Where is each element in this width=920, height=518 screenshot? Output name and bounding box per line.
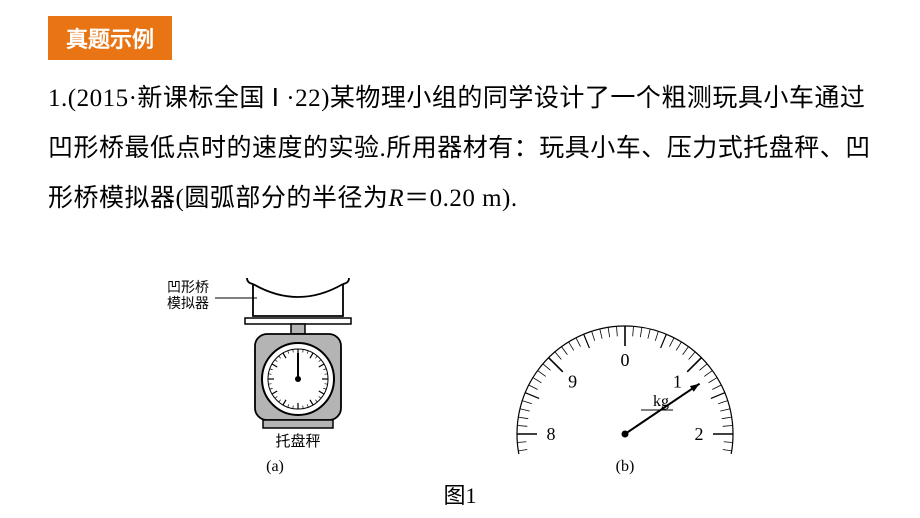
svg-text:8: 8 [547,424,556,444]
svg-text:凹形桥: 凹形桥 [167,280,209,296]
svg-text:模拟器: 模拟器 [167,296,209,312]
problem-statement: 1.(2015·新课标全国 Ⅰ ·22)某物理小组的同学设计了一个粗测玩具小车通… [48,74,872,224]
figure-a-sublabel: (a) [266,458,284,476]
scale-diagram: 凹形桥模拟器托盘秤 [165,274,385,454]
figure-a: 凹形桥模拟器托盘秤 (a) [165,274,385,476]
svg-text:2: 2 [695,424,704,444]
figure-b-sublabel: (b) [616,458,635,476]
dial-diagram: 8 9 0 1 2 kg [495,304,755,454]
svg-text:kg: kg [653,393,669,410]
figure-caption: 图1 [0,478,920,510]
figure-block: 凹形桥模拟器托盘秤 (a) 8 9 0 1 2 kg (b) 图1 [0,274,920,510]
figure-b: 8 9 0 1 2 kg (b) [495,304,755,476]
svg-text:托盘秤: 托盘秤 [275,432,320,450]
section-badge: 真题示例 [48,16,172,60]
svg-text:9: 9 [568,372,577,392]
svg-text:1: 1 [673,372,682,392]
svg-text:0: 0 [621,350,630,370]
